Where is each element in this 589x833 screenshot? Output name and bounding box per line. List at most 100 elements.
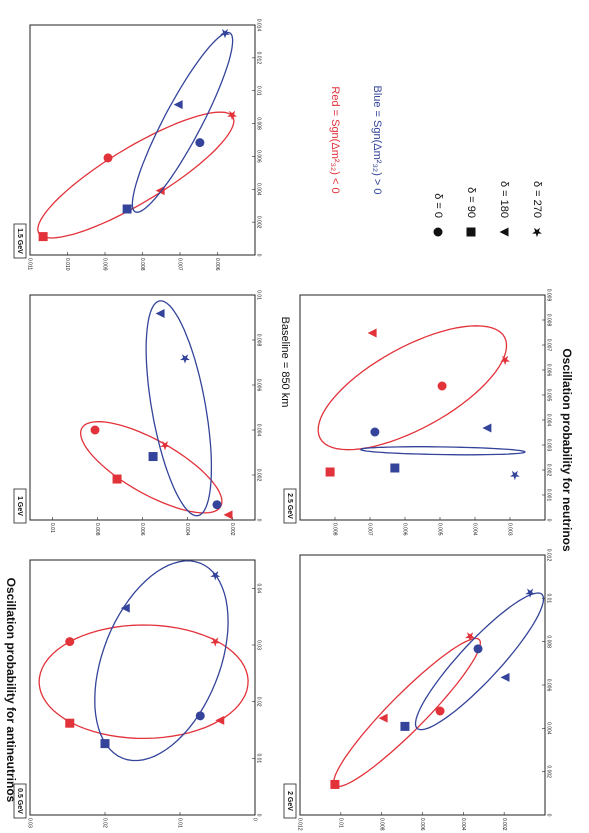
ellipse [317, 325, 508, 451]
marker-square [65, 718, 75, 728]
marker-star [210, 571, 221, 581]
x-tick-label: 0.03 [27, 818, 33, 828]
x-tick-label: 0.008 [332, 523, 338, 536]
y-tick-label: 0.012 [546, 549, 552, 562]
panel-label: 1.5 GeV [16, 228, 23, 254]
marker-star [180, 354, 190, 364]
x-tick-label: 0.02 [102, 818, 108, 828]
y-tick-label: 0.002 [256, 469, 262, 482]
x-tick-label: 0.008 [94, 523, 100, 536]
marker-circle [435, 706, 445, 716]
x-tick-label: 0.008 [139, 258, 145, 271]
marker-star [532, 227, 542, 238]
x-tick-label: 0.002 [501, 818, 507, 831]
marker-square [325, 467, 335, 477]
y-tick-label: 0.003 [546, 439, 552, 452]
x-tick-label: 0.010 [64, 258, 70, 271]
marker-triangle [482, 423, 492, 433]
y-tick-label: 0 [256, 254, 262, 257]
marker-square [466, 227, 476, 237]
marker-triangle [499, 227, 509, 237]
y-tick-label: 0.01 [256, 86, 262, 96]
y-tick-label: 0.01 [546, 593, 552, 603]
marker-circle [433, 227, 443, 237]
marker-circle [195, 711, 205, 721]
x-tick-label: 0.002 [229, 523, 235, 536]
marker-star [525, 588, 535, 598]
x-tick-label: 0 [252, 818, 258, 821]
panel-label: 2.5 GeV [286, 493, 293, 519]
ellipse [145, 300, 213, 517]
legend-series: Red = Sgn(Δm²₃₂) < 0 [329, 86, 341, 193]
legend-phase: δ = 0 [432, 193, 444, 218]
marker-triangle [500, 672, 510, 682]
y-tick-label: 0.006 [256, 150, 262, 163]
x-tick-label: 0.004 [460, 818, 466, 831]
y-axis-label: Oscillation probability for antineutrino… [4, 578, 18, 803]
y-tick-label: 0.006 [546, 364, 552, 377]
ellipse [333, 637, 481, 788]
y-tick-label: 0.004 [546, 414, 552, 427]
y-tick-label: 0 [256, 814, 262, 817]
y-tick-label: 0.007 [546, 339, 552, 352]
marker-triangle [120, 603, 130, 613]
x-tick-label: 0.006 [214, 258, 220, 271]
y-tick-label: 0 [256, 519, 262, 522]
subtitle: Baseline = 850 km [279, 317, 291, 408]
x-tick-label: 0.01 [338, 818, 344, 828]
y-tick-label: 0.001 [546, 489, 552, 502]
panel-label-box [283, 783, 297, 819]
marker-square [148, 452, 158, 462]
marker-square [38, 232, 48, 242]
x-tick-label: 0.003 [507, 523, 513, 536]
y-tick-label: 0.002 [546, 765, 552, 778]
y-tick-label: 0.008 [256, 334, 262, 347]
legend-phase: δ = 180 [498, 181, 510, 218]
y-tick-label: 0.012 [256, 52, 262, 65]
x-tick-label: 0.011 [27, 258, 33, 270]
marker-circle [212, 500, 222, 510]
legend-phase: δ = 270 [531, 181, 543, 218]
y-tick-label: 0.02 [256, 697, 262, 707]
y-tick-label: 0.008 [546, 635, 552, 648]
marker-circle [65, 637, 75, 647]
x-tick-label: 0.008 [378, 818, 384, 831]
marker-star [465, 632, 475, 642]
marker-square [122, 204, 132, 214]
panel-frame [299, 294, 546, 521]
x-tick-label: 0.004 [472, 523, 478, 536]
x-tick-label: 0.01 [177, 818, 183, 828]
marker-star [500, 355, 510, 366]
marker-circle [370, 427, 380, 437]
y-tick-label: 0.006 [546, 679, 552, 692]
x-tick-label: 0.01 [49, 523, 55, 533]
panel-frame [299, 554, 546, 816]
marker-circle [437, 381, 447, 391]
legend-phase: δ = 90 [465, 187, 477, 218]
ellipse [414, 592, 545, 731]
marker-square [400, 721, 410, 731]
ellipse [131, 31, 234, 213]
y-tick-label: 0.002 [256, 216, 262, 229]
y-tick-label: 0.008 [256, 117, 262, 130]
marker-star [210, 637, 221, 647]
marker-triangle [378, 713, 388, 723]
y-tick-label: 0.006 [256, 379, 262, 392]
marker-triangle [367, 328, 377, 338]
panel-label: 0.5 GeV [16, 788, 23, 814]
y-tick-label: 0.005 [546, 389, 552, 402]
marker-triangle [223, 510, 233, 520]
marker-triangle [155, 186, 165, 196]
panel-frame [29, 294, 256, 521]
x-tick-label: 0.005 [437, 523, 443, 536]
x-tick-label: 0.004 [184, 523, 190, 536]
ellipse [94, 560, 229, 762]
marker-square [100, 739, 110, 749]
marker-triangle [155, 308, 165, 318]
y-tick-label: 0.004 [256, 183, 262, 196]
x-tick-label: 0.006 [419, 818, 425, 831]
y-tick-label: 0 [546, 814, 552, 817]
y-tick-label: 0.04 [256, 583, 262, 593]
marker-star [220, 29, 230, 39]
marker-triangle [215, 715, 225, 725]
